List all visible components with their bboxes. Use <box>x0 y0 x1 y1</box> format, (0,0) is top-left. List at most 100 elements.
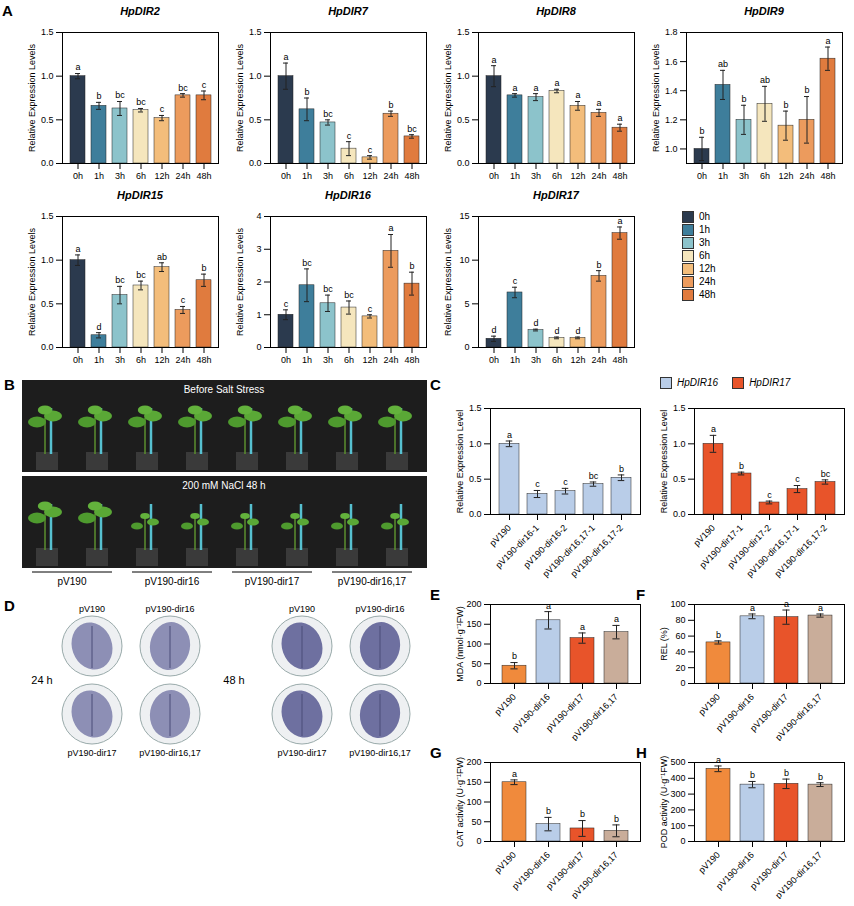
svg-text:24h: 24h <box>383 171 398 181</box>
svg-text:500: 500 <box>670 757 685 767</box>
svg-text:3h: 3h <box>115 355 125 365</box>
svg-text:pV190-dir16: pV190-dir16 <box>145 576 200 587</box>
svg-text:c: c <box>202 80 207 90</box>
svg-text:b: b <box>741 94 746 104</box>
svg-text:50: 50 <box>471 817 481 827</box>
svg-text:c: c <box>368 145 373 155</box>
svg-text:5: 5 <box>464 299 469 309</box>
svg-text:b: b <box>783 100 788 110</box>
svg-text:0h: 0h <box>73 171 83 181</box>
svg-text:pV190-dir16: pV190-dir16 <box>145 604 194 614</box>
svg-text:b: b <box>614 814 619 824</box>
svg-text:b: b <box>596 260 601 270</box>
svg-text:d: d <box>96 322 101 332</box>
svg-text:a: a <box>825 36 830 46</box>
svg-text:c: c <box>368 304 373 314</box>
svg-text:0: 0 <box>680 836 685 846</box>
svg-text:3h: 3h <box>323 355 333 365</box>
svg-text:pV190-dir16,17: pV190-dir16,17 <box>569 850 620 899</box>
svg-text:1.5: 1.5 <box>249 27 262 37</box>
svg-text:Relative Expression Levels: Relative Expression Levels <box>27 43 37 152</box>
svg-text:b: b <box>716 630 721 640</box>
svg-text:pV190-dir16: pV190-dir16 <box>355 604 404 614</box>
svg-text:D: D <box>4 597 15 614</box>
svg-text:a: a <box>546 600 551 610</box>
svg-text:1h: 1h <box>94 355 104 365</box>
svg-text:a: a <box>75 62 80 72</box>
svg-text:1: 1 <box>256 310 261 320</box>
svg-text:3h: 3h <box>531 171 541 181</box>
svg-text:0h: 0h <box>697 171 707 181</box>
svg-text:a: a <box>512 769 517 779</box>
svg-text:Relative Expression Levels: Relative Expression Levels <box>443 43 453 152</box>
svg-text:a: a <box>491 55 496 65</box>
svg-text:pV190-dir17: pV190-dir17 <box>245 576 300 587</box>
svg-text:a: a <box>75 244 80 254</box>
svg-text:bc: bc <box>136 97 146 107</box>
svg-text:pV190: pV190 <box>492 692 517 717</box>
svg-text:24h: 24h <box>799 171 814 181</box>
svg-text:b: b <box>818 772 823 782</box>
svg-text:200: 200 <box>670 805 685 815</box>
svg-text:Relative Expression Levels: Relative Expression Levels <box>27 227 37 336</box>
svg-text:1.0: 1.0 <box>457 71 470 81</box>
svg-text:2: 2 <box>256 277 261 287</box>
svg-text:a: a <box>575 90 580 100</box>
svg-text:0h: 0h <box>489 171 499 181</box>
svg-text:a: a <box>554 78 559 88</box>
svg-text:b: b <box>304 87 309 97</box>
svg-text:pV190-dir16,17-2: pV190-dir16,17-2 <box>773 523 829 579</box>
svg-text:0.0: 0.0 <box>41 158 54 168</box>
svg-text:48 h: 48 h <box>223 674 244 686</box>
svg-text:6h: 6h <box>136 171 146 181</box>
svg-text:1.2: 1.2 <box>665 115 678 125</box>
svg-text:1.0: 1.0 <box>249 71 262 81</box>
svg-text:pV190: pV190 <box>696 850 721 875</box>
svg-text:0h: 0h <box>281 171 291 181</box>
svg-text:bc: bc <box>821 469 831 479</box>
svg-text:0.0: 0.0 <box>249 158 262 168</box>
svg-text:1.8: 1.8 <box>665 27 678 37</box>
svg-text:bc: bc <box>178 83 188 93</box>
svg-text:pV190: pV190 <box>289 604 315 614</box>
svg-text:4: 4 <box>256 211 261 221</box>
svg-text:1h: 1h <box>302 355 312 365</box>
svg-text:pV190: pV190 <box>492 850 517 875</box>
svg-text:b: b <box>750 770 755 780</box>
svg-text:12h: 12h <box>154 355 169 365</box>
svg-text:d: d <box>554 326 559 336</box>
svg-text:a: a <box>596 98 601 108</box>
svg-text:1h: 1h <box>510 171 520 181</box>
svg-text:12h: 12h <box>570 355 585 365</box>
svg-text:pV190-dir16,17: pV190-dir16,17 <box>773 850 824 899</box>
svg-text:0: 0 <box>476 836 481 846</box>
svg-text:0.5: 0.5 <box>457 115 470 125</box>
svg-text:a: a <box>716 755 721 765</box>
svg-text:0h: 0h <box>281 355 291 365</box>
svg-text:20: 20 <box>675 663 685 673</box>
svg-text:0.0: 0.0 <box>41 342 54 352</box>
svg-text:c: c <box>347 131 352 141</box>
svg-text:60: 60 <box>675 631 685 641</box>
svg-text:a: a <box>507 430 512 440</box>
svg-text:200: 200 <box>466 757 481 767</box>
svg-text:c: c <box>513 276 518 286</box>
svg-text:48h: 48h <box>820 171 835 181</box>
svg-text:a: a <box>711 424 716 434</box>
svg-text:0.5: 0.5 <box>469 474 482 484</box>
svg-text:pV190: pV190 <box>58 576 87 587</box>
svg-text:200: 200 <box>466 599 481 609</box>
svg-text:0.5: 0.5 <box>673 474 686 484</box>
svg-text:12h: 12h <box>778 171 793 181</box>
svg-text:0: 0 <box>476 678 481 688</box>
svg-text:c: c <box>563 477 568 487</box>
svg-text:ab: ab <box>718 59 728 69</box>
svg-text:b: b <box>619 464 624 474</box>
svg-text:150: 150 <box>466 619 481 629</box>
svg-text:b: b <box>699 126 704 136</box>
svg-text:48h: 48h <box>196 171 211 181</box>
svg-text:b: b <box>512 651 517 661</box>
svg-text:24h: 24h <box>175 171 190 181</box>
svg-text:MDA (nmol·g⁻¹FW): MDA (nmol·g⁻¹FW) <box>455 606 465 682</box>
svg-text:3h: 3h <box>323 171 333 181</box>
